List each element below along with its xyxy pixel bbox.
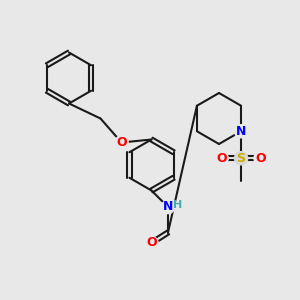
Circle shape [215,152,228,165]
Text: O: O [255,152,266,165]
Circle shape [254,152,267,165]
Circle shape [235,152,248,165]
Text: O: O [216,152,227,165]
Circle shape [115,136,128,149]
Circle shape [235,125,248,138]
Text: N: N [236,125,246,138]
Text: H: H [173,200,182,211]
Text: N: N [163,200,173,214]
Text: O: O [116,136,127,149]
Circle shape [161,200,175,214]
Text: O: O [146,236,157,250]
Circle shape [145,236,158,250]
Text: S: S [237,152,246,165]
